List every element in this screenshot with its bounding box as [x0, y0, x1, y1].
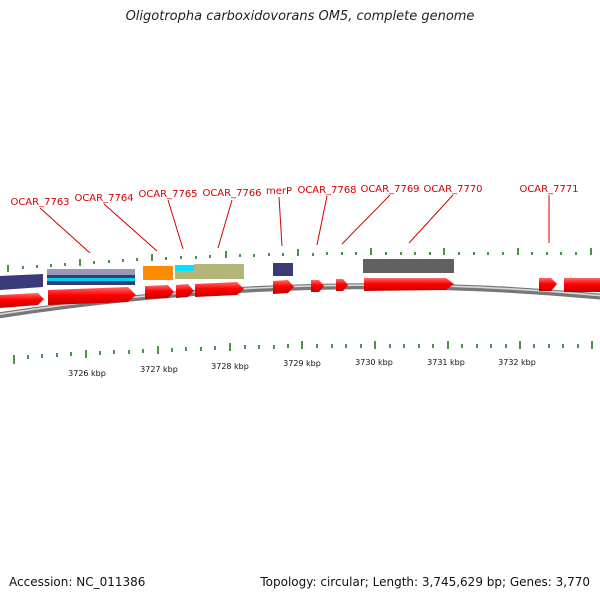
leader-line	[217, 199, 233, 249]
feature-block[interactable]	[363, 259, 454, 273]
leader-line	[278, 196, 283, 247]
feature-block[interactable]	[273, 263, 293, 276]
accession-text: Accession: NC_011386	[9, 575, 146, 589]
feature-block[interactable]	[47, 278, 135, 281]
cds-arrow[interactable]	[145, 285, 174, 299]
leader-line	[408, 194, 454, 244]
feature-block[interactable]	[175, 265, 195, 271]
leader-line	[103, 203, 158, 252]
lower-tick-row	[13, 341, 593, 364]
kbp-label: 3728 kbp	[211, 362, 249, 371]
gene-label-ocar-7768[interactable]: OCAR_7768	[297, 185, 356, 196]
cds-arrow[interactable]	[564, 278, 600, 292]
gene-label-ocar-7766[interactable]: OCAR_7766	[202, 188, 261, 199]
gene-label-ocar-7771[interactable]: OCAR_7771	[519, 184, 578, 195]
kbp-label: 3727 kbp	[140, 365, 178, 374]
genome-backbone	[0, 283, 600, 319]
leader-line	[39, 207, 91, 254]
cds-arrow[interactable]	[311, 280, 324, 292]
feature-block[interactable]	[47, 275, 135, 278]
cds-arrow[interactable]	[48, 287, 136, 305]
feature-track	[0, 259, 454, 290]
feature-block[interactable]	[47, 281, 135, 285]
cds-arrow[interactable]	[0, 293, 44, 308]
feature-block[interactable]	[175, 271, 195, 279]
gene-label-ocar-7763[interactable]: OCAR_7763	[10, 197, 69, 208]
map-title: Oligotropha carboxidovorans OM5, complet…	[125, 9, 475, 24]
gene-label-ocar-7770[interactable]: OCAR_7770	[423, 184, 482, 195]
cds-arrow[interactable]	[273, 280, 294, 294]
gene-label-ocar-7764[interactable]: OCAR_7764	[74, 193, 133, 204]
gene-label-ocar-7769[interactable]: OCAR_7769	[360, 184, 419, 195]
feature-block[interactable]	[143, 266, 173, 280]
kbp-label: 3731 kbp	[427, 358, 465, 367]
label-leaders	[39, 194, 550, 254]
kbp-labels: 3726 kbp 3727 kbp 3728 kbp 3729 kbp 3730…	[68, 358, 536, 378]
kbp-label: 3732 kbp	[498, 358, 536, 367]
gene-label-merp[interactable]: merP	[266, 186, 292, 197]
gene-label-ocar-7765[interactable]: OCAR_7765	[138, 189, 197, 200]
gene-labels: OCAR_7763 OCAR_7764 OCAR_7765 OCAR_7766 …	[10, 184, 578, 208]
cds-arrow[interactable]	[336, 279, 348, 291]
kbp-label: 3729 kbp	[283, 359, 321, 368]
kbp-label: 3730 kbp	[355, 358, 393, 367]
feature-block[interactable]	[47, 269, 135, 275]
feature-block[interactable]	[194, 264, 244, 279]
cds-arrow[interactable]	[364, 278, 454, 291]
kbp-label: 3726 kbp	[68, 369, 106, 378]
feature-block[interactable]	[0, 274, 43, 290]
cds-track	[0, 278, 600, 308]
cds-arrow[interactable]	[195, 282, 244, 297]
cds-arrow[interactable]	[539, 278, 557, 291]
upper-tick-row	[7, 248, 592, 272]
leader-line	[316, 195, 328, 246]
cds-arrow[interactable]	[176, 284, 194, 298]
genome-summary-text: Topology: circular; Length: 3,745,629 bp…	[260, 575, 590, 589]
leader-line	[341, 194, 391, 245]
leader-line	[167, 199, 184, 250]
